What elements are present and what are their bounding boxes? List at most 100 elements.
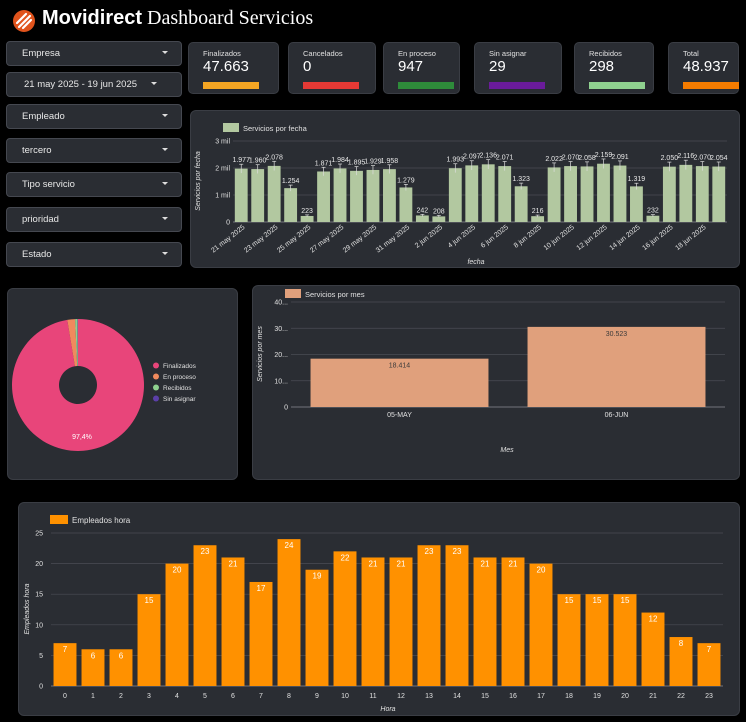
bar <box>284 188 297 222</box>
caret-down-icon <box>162 217 168 220</box>
filter-label: Tipo servicio <box>22 179 75 190</box>
legend-label: Sin asignar <box>163 396 196 403</box>
bar <box>586 594 609 686</box>
legend-marker <box>153 396 159 402</box>
data-label: 1.984 <box>331 157 349 164</box>
caret-down-icon <box>162 114 168 117</box>
caret-down-icon <box>162 148 168 151</box>
data-label: 2.070 <box>694 155 712 162</box>
y-tick-label: 2 mil <box>215 166 230 173</box>
x-tick-label: 10 <box>341 693 349 700</box>
page-title: Movidirect Dashboard Servicios <box>42 7 313 30</box>
kpi-label: Sin asignar <box>489 49 527 58</box>
data-label: 2.054 <box>710 155 728 162</box>
bar <box>474 557 497 686</box>
filter-empresa[interactable]: Empresa <box>6 41 182 66</box>
x-tick-label: 14 <box>453 693 461 700</box>
x-tick-label: 2 jun 2025 <box>414 224 444 250</box>
data-label: 1.323 <box>512 176 530 183</box>
x-tick-label: 12 jun 2025 <box>576 224 609 252</box>
kpi-finalizados: Finalizados 47.663 <box>188 42 279 94</box>
x-tick-label: 6 <box>231 693 235 700</box>
bar <box>334 551 357 686</box>
y-axis-label: Empleados hora <box>24 583 31 634</box>
x-tick-label: 19 <box>593 693 601 700</box>
kpi-value: 947 <box>398 58 423 75</box>
bar <box>446 545 469 686</box>
filter-empleado[interactable]: Empleado <box>6 104 182 129</box>
x-tick-label: 06-JUN <box>605 412 629 419</box>
filter-label: Estado <box>22 249 52 260</box>
data-label: 15 <box>621 596 630 605</box>
x-tick-label: 6 jun 2025 <box>480 224 510 250</box>
legend-label: Empleados hora <box>72 516 131 525</box>
x-tick-label: 21 <box>649 693 657 700</box>
bar <box>418 545 441 686</box>
x-tick-label: 31 may 2025 <box>375 224 411 254</box>
data-label: 15 <box>593 596 602 605</box>
filter-tercero[interactable]: tercero <box>6 138 182 163</box>
y-tick-label: 5 <box>39 653 43 660</box>
data-label: 24 <box>285 541 294 550</box>
y-tick-label: 30... <box>274 326 288 333</box>
bar <box>581 166 594 222</box>
data-label: 208 <box>433 208 445 215</box>
bar <box>679 165 692 222</box>
legend-swatch <box>285 289 301 298</box>
x-tick-label: 3 <box>147 693 151 700</box>
bar <box>548 167 561 222</box>
bar <box>597 164 610 222</box>
filter-estado[interactable]: Estado <box>6 242 182 267</box>
x-tick-label: 21 may 2025 <box>210 224 246 254</box>
caret-down-icon <box>162 51 168 54</box>
data-label: 1.958 <box>381 158 399 165</box>
kpi-label: En proceso <box>398 49 436 58</box>
data-label: 23 <box>201 547 210 556</box>
filter-prioridad[interactable]: prioridad <box>6 207 182 232</box>
data-label: 7 <box>63 645 68 654</box>
filter-label: tercero <box>22 145 52 156</box>
data-label: 21 <box>229 559 238 568</box>
x-tick-label: 12 <box>397 693 405 700</box>
data-label: 1.319 <box>628 176 646 183</box>
data-label: 223 <box>301 208 313 215</box>
legend-swatch <box>50 515 68 524</box>
kpi-value: 298 <box>589 58 614 75</box>
y-axis-label: Servicios por fecha <box>195 151 202 211</box>
kpi-color-bar <box>589 82 645 89</box>
servicios-por-mes-chart: Servicios por mes010...20...30...40...Se… <box>253 286 741 481</box>
legend-marker <box>153 385 159 391</box>
data-label: 30.523 <box>606 331 628 338</box>
data-label: 1.895 <box>348 160 366 167</box>
x-axis-label: Hora <box>380 706 395 713</box>
data-label: 17 <box>257 584 266 593</box>
y-tick-label: 10 <box>35 622 43 629</box>
title-text: Dashboard Servicios <box>142 7 313 29</box>
x-tick-label: 9 <box>315 693 319 700</box>
data-label: 6 <box>91 651 96 660</box>
data-label: 23 <box>453 547 462 556</box>
filter-date-range[interactable]: 21 may 2025 - 19 jun 2025 <box>6 72 182 97</box>
data-label: 2.159 <box>595 152 613 159</box>
y-tick-label: 15 <box>35 592 43 599</box>
filter-tipo-servicio[interactable]: Tipo servicio <box>6 172 182 197</box>
data-label: 1.993 <box>447 157 465 164</box>
data-label: 2.058 <box>578 155 596 162</box>
y-tick-label: 0 <box>284 405 288 412</box>
y-tick-label: 25 <box>35 531 43 538</box>
x-tick-label: 25 may 2025 <box>276 224 312 254</box>
data-label: 15 <box>145 596 154 605</box>
kpi-label: Recibidos <box>589 49 622 58</box>
x-tick-label: 0 <box>63 693 67 700</box>
data-label: 216 <box>532 208 544 215</box>
bar <box>166 564 189 686</box>
data-label: 2.050 <box>661 155 679 162</box>
data-label: 2.078 <box>265 154 283 161</box>
kpi-en-proceso: En proceso 947 <box>383 42 460 94</box>
x-tick-label: 27 may 2025 <box>309 224 345 254</box>
